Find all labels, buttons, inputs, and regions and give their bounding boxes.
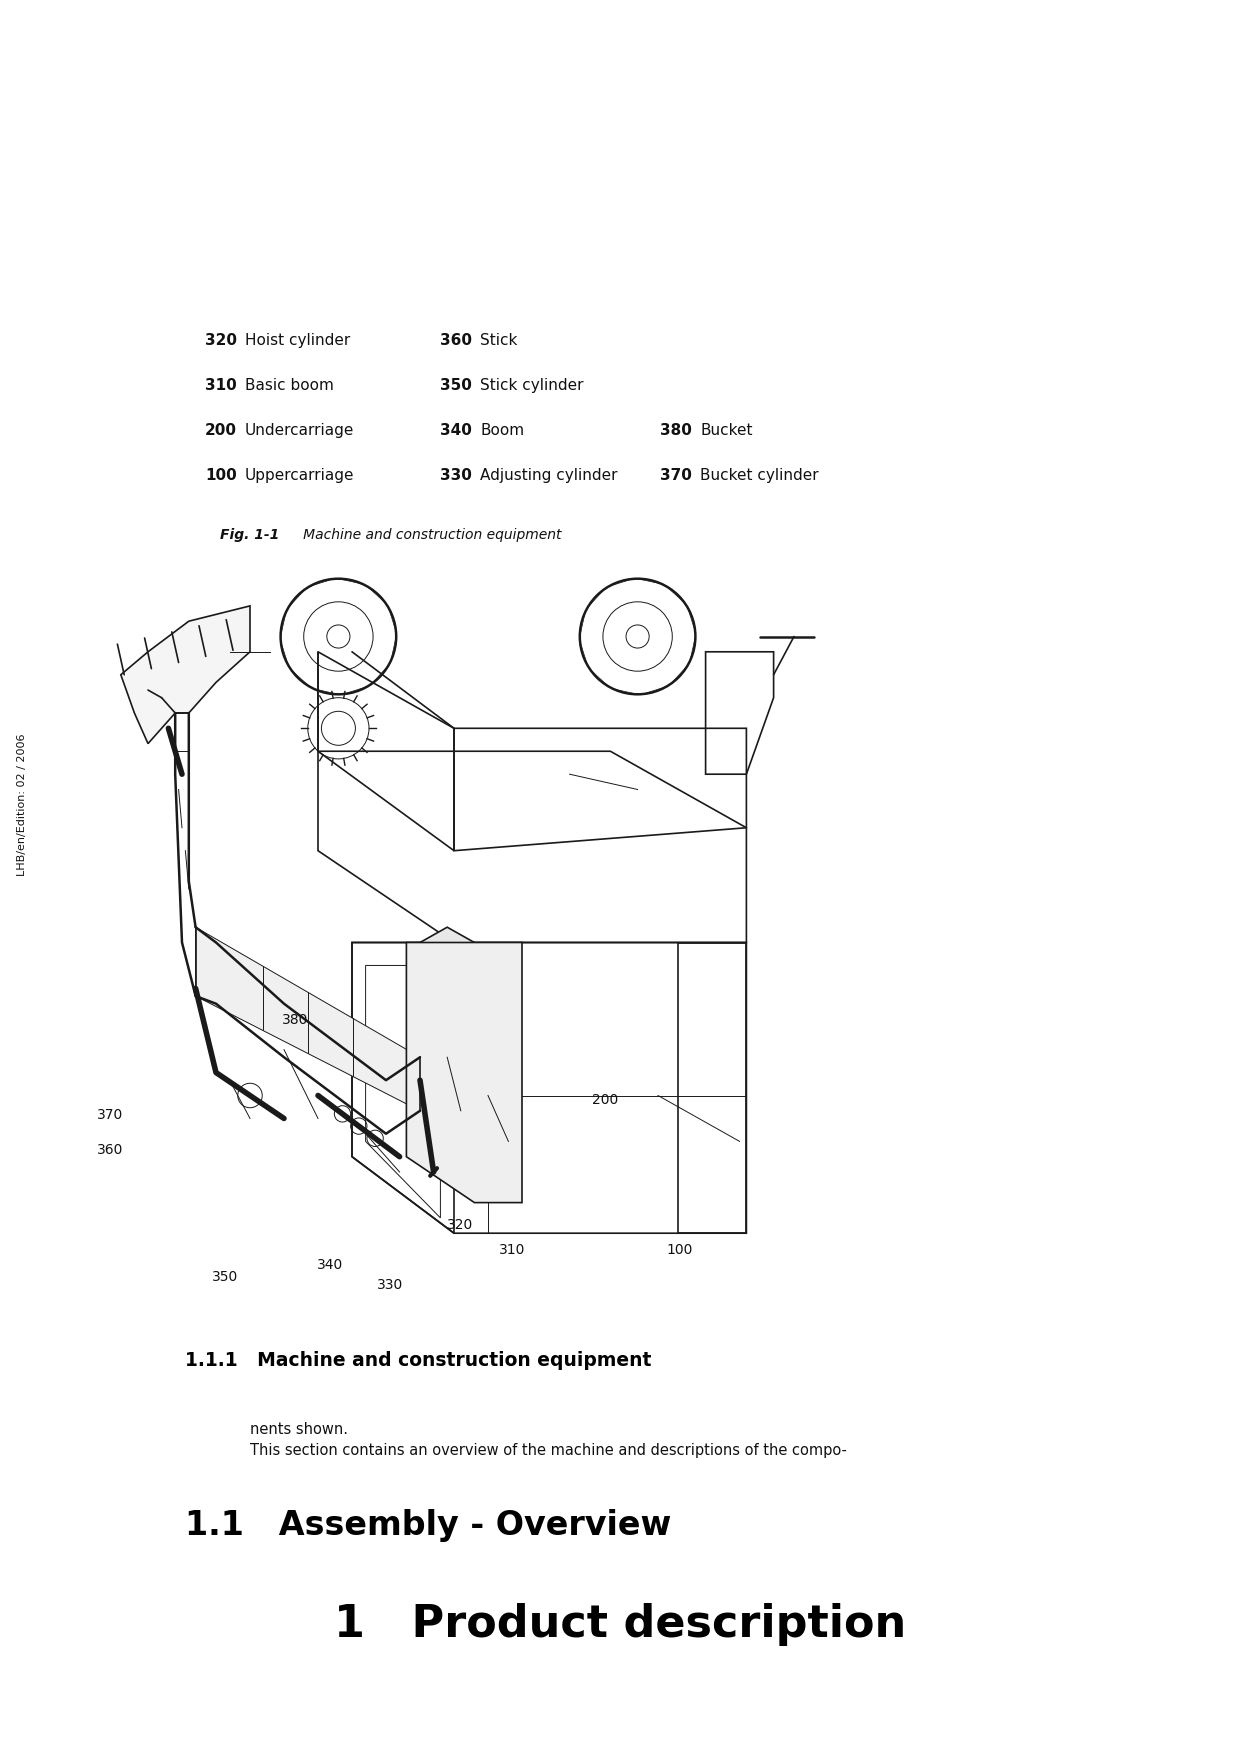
Text: 200: 200: [205, 423, 237, 437]
Text: LHB/en/Edition: 02 / 2006: LHB/en/Edition: 02 / 2006: [17, 734, 27, 876]
Text: 310: 310: [498, 1243, 526, 1257]
Text: 340: 340: [440, 423, 472, 437]
Text: Basic boom: Basic boom: [246, 377, 334, 393]
Text: 100: 100: [667, 1243, 693, 1257]
Text: 330: 330: [377, 1278, 403, 1292]
Text: 200: 200: [591, 1093, 618, 1107]
Text: Undercarriage: Undercarriage: [246, 423, 355, 437]
Text: Machine and construction equipment: Machine and construction equipment: [290, 528, 562, 542]
Text: 310: 310: [205, 377, 237, 393]
Polygon shape: [407, 942, 522, 1202]
Polygon shape: [196, 927, 420, 1111]
Text: Bucket cylinder: Bucket cylinder: [701, 467, 818, 483]
Text: Uppercarriage: Uppercarriage: [246, 467, 355, 483]
Text: 370: 370: [97, 1107, 123, 1121]
Text: 330: 330: [440, 467, 472, 483]
Text: 350: 350: [212, 1271, 238, 1285]
Text: Hoist cylinder: Hoist cylinder: [246, 332, 350, 347]
Text: Adjusting cylinder: Adjusting cylinder: [480, 467, 618, 483]
Text: 320: 320: [205, 332, 237, 347]
Text: 100: 100: [205, 467, 237, 483]
Text: 360: 360: [440, 332, 472, 347]
Text: Stick cylinder: Stick cylinder: [480, 377, 584, 393]
Text: 1.1   Assembly - Overview: 1.1 Assembly - Overview: [185, 1509, 671, 1541]
Text: 380: 380: [660, 423, 692, 437]
Text: 350: 350: [440, 377, 472, 393]
Text: 320: 320: [446, 1218, 474, 1232]
Text: This section contains an overview of the machine and descriptions of the compo-: This section contains an overview of the…: [250, 1443, 847, 1457]
Text: Bucket: Bucket: [701, 423, 753, 437]
Text: 380: 380: [281, 1013, 309, 1027]
Text: Fig. 1-1: Fig. 1-1: [219, 528, 279, 542]
Text: 1   Product description: 1 Product description: [334, 1604, 906, 1646]
Polygon shape: [120, 605, 250, 744]
Text: Boom: Boom: [480, 423, 525, 437]
Text: 360: 360: [97, 1143, 123, 1157]
Text: Stick: Stick: [480, 332, 517, 347]
Polygon shape: [420, 927, 475, 1157]
Text: nents shown.: nents shown.: [250, 1423, 348, 1437]
Text: 340: 340: [317, 1258, 343, 1272]
Text: 1.1.1   Machine and construction equipment: 1.1.1 Machine and construction equipment: [185, 1351, 651, 1369]
Text: 370: 370: [660, 467, 692, 483]
